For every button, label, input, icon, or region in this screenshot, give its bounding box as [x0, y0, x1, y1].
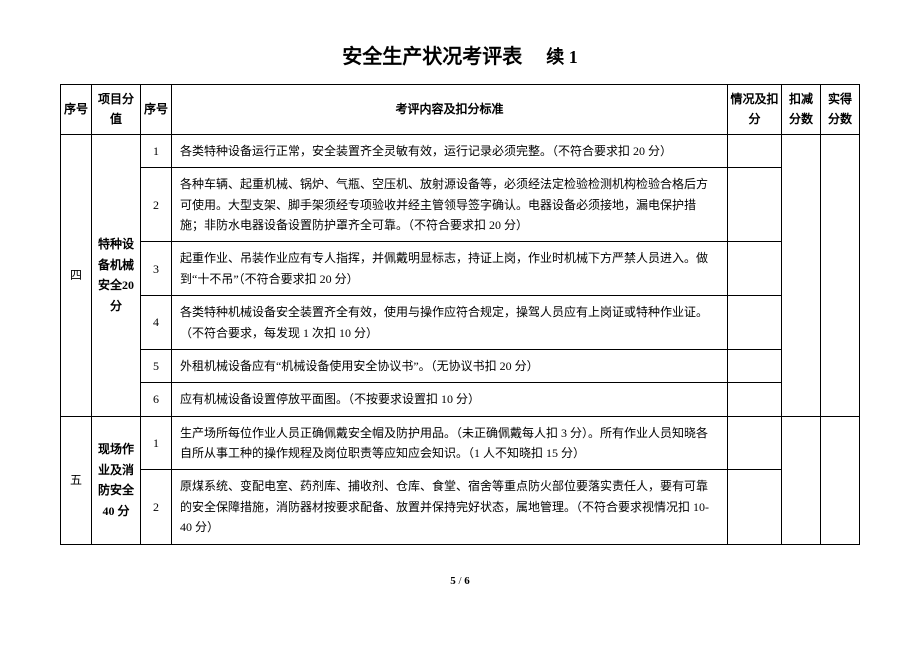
header-status: 情况及扣分: [728, 85, 782, 135]
row-content: 原煤系统、变配电室、药剂库、捕收剂、仓库、食堂、宿舍等重点防火部位要落实责任人，…: [172, 470, 728, 544]
row-status: [728, 168, 782, 242]
row-content: 各类特种设备运行正常，安全装置齐全灵敏有效，运行记录必须完整。（不符合要求扣 2…: [172, 134, 728, 167]
section-item: 特种设备机械安全20 分: [92, 134, 141, 416]
row-status: [728, 134, 782, 167]
section-seq: 五: [61, 416, 92, 544]
row-subseq: 2: [141, 470, 172, 544]
section-actual: [821, 134, 860, 416]
row-status: [728, 242, 782, 296]
row-subseq: 1: [141, 416, 172, 470]
table-row: 5外租机械设备应有“机械设备使用安全协议书”。（无协议书扣 20 分）: [61, 349, 860, 382]
evaluation-table: 序号 项目分值 序号 考评内容及扣分标准 情况及扣分 扣减分数 实得分数 四特种…: [60, 84, 860, 545]
page-footer: 5 / 6: [60, 575, 860, 587]
row-status: [728, 383, 782, 416]
row-content: 外租机械设备应有“机械设备使用安全协议书”。（无协议书扣 20 分）: [172, 349, 728, 382]
row-status: [728, 470, 782, 544]
table-row: 2各种车辆、起重机械、锅炉、气瓶、空压机、放射源设备等，必须经法定检验检测机构检…: [61, 168, 860, 242]
header-deduct: 扣减分数: [782, 85, 821, 135]
row-content: 各种车辆、起重机械、锅炉、气瓶、空压机、放射源设备等，必须经法定检验检测机构检验…: [172, 168, 728, 242]
header-actual: 实得分数: [821, 85, 860, 135]
table-row: 四特种设备机械安全20 分1各类特种设备运行正常，安全装置齐全灵敏有效，运行记录…: [61, 134, 860, 167]
row-subseq: 2: [141, 168, 172, 242]
row-content: 应有机械设备设置停放平面图。（不按要求设置扣 10 分）: [172, 383, 728, 416]
section-deduct: [782, 416, 821, 544]
section-deduct: [782, 134, 821, 416]
table-row: 3起重作业、吊装作业应有专人指挥，并佩戴明显标志，持证上岗，作业时机械下方严禁人…: [61, 242, 860, 296]
row-content: 生产场所每位作业人员正确佩戴安全帽及防护用品。（未正确佩戴每人扣 3 分）。所有…: [172, 416, 728, 470]
page-sep: /: [456, 575, 465, 587]
header-seq: 序号: [61, 85, 92, 135]
row-subseq: 3: [141, 242, 172, 296]
header-subseq: 序号: [141, 85, 172, 135]
row-subseq: 1: [141, 134, 172, 167]
section-item: 现场作业及消防安全40 分: [92, 416, 141, 544]
row-status: [728, 349, 782, 382]
section-actual: [821, 416, 860, 544]
row-status: [728, 296, 782, 350]
table-row: 6应有机械设备设置停放平面图。（不按要求设置扣 10 分）: [61, 383, 860, 416]
row-content: 各类特种机械设备安全装置齐全有效，使用与操作应符合规定，操驾人员应有上岗证或特种…: [172, 296, 728, 350]
row-status: [728, 416, 782, 470]
row-subseq: 4: [141, 296, 172, 350]
header-item: 项目分值: [92, 85, 141, 135]
table-row: 4各类特种机械设备安全装置齐全有效，使用与操作应符合规定，操驾人员应有上岗证或特…: [61, 296, 860, 350]
page-title: 安全生产状况考评表: [342, 40, 522, 69]
row-subseq: 6: [141, 383, 172, 416]
page-continuation: 续 1: [546, 43, 578, 69]
page-total: 6: [464, 575, 470, 587]
table-row: 五现场作业及消防安全40 分1生产场所每位作业人员正确佩戴安全帽及防护用品。（未…: [61, 416, 860, 470]
section-seq: 四: [61, 134, 92, 416]
row-content: 起重作业、吊装作业应有专人指挥，并佩戴明显标志，持证上岗，作业时机械下方严禁人员…: [172, 242, 728, 296]
table-row: 2原煤系统、变配电室、药剂库、捕收剂、仓库、食堂、宿舍等重点防火部位要落实责任人…: [61, 470, 860, 544]
header-content: 考评内容及扣分标准: [172, 85, 728, 135]
row-subseq: 5: [141, 349, 172, 382]
